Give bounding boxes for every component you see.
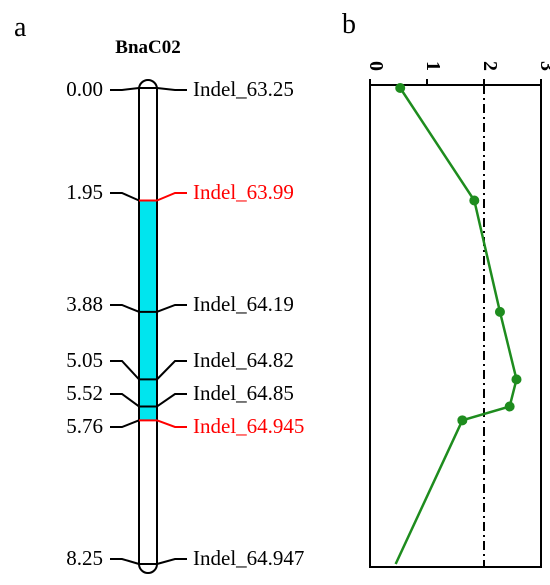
marker-left-tick	[110, 192, 140, 202]
lod-point	[494, 306, 505, 317]
marker-right-tick	[156, 558, 187, 565]
marker-left-tick	[110, 393, 140, 408]
marker-left-tick	[110, 87, 140, 91]
marker-left-tick	[110, 558, 140, 565]
marker-left-tick	[110, 360, 140, 381]
marker-name-label: Indel_64.945	[193, 414, 304, 438]
x-tick-label: 3	[536, 61, 550, 71]
marker-name-label: Indel_63.25	[193, 77, 294, 101]
marker-position-label: 5.52	[66, 381, 103, 405]
marker-position-label: 8.25	[66, 546, 103, 570]
chromosome-title: BnaC02	[115, 37, 180, 58]
lod-point	[457, 415, 468, 426]
lod-point	[469, 195, 480, 206]
marker-left-tick	[110, 304, 140, 313]
panel-label-b: b	[342, 9, 356, 40]
marker-name-label: Indel_63.99	[193, 180, 294, 204]
lod-point	[511, 374, 522, 385]
marker-right-tick	[156, 304, 187, 313]
marker-position-label: 1.95	[66, 180, 103, 204]
lod-point	[395, 83, 406, 93]
marker-name-label: Indel_64.82	[193, 348, 294, 372]
marker-name-label: Indel_64.19	[193, 292, 294, 316]
lod-profile-chart: 0 1 2 3	[365, 61, 550, 568]
marker-position-label: 0.00	[66, 77, 103, 101]
marker-position-label: 5.76	[66, 414, 103, 438]
x-tick-label: 1	[422, 61, 444, 71]
marker-position-label: 3.88	[66, 292, 103, 316]
x-tick-label: 2	[479, 61, 501, 71]
marker-position-label: 5.05	[66, 348, 103, 372]
marker-right-tick	[156, 360, 187, 381]
marker-right-tick	[156, 192, 187, 202]
marker-right-tick	[156, 393, 187, 408]
lod-line	[394, 87, 518, 565]
qtl-interval	[139, 200, 157, 421]
linkage-map: 0.00 Indel_63.25 1.95 Indel_63.99 3.88 Indel_…	[66, 77, 304, 574]
lod-point	[504, 401, 515, 412]
marker-name-label: Indel_64.947	[193, 546, 304, 570]
marker-right-tick	[156, 87, 187, 91]
plot-frame	[369, 84, 542, 568]
panel-label-a: a	[14, 12, 27, 43]
chromosome-bar	[138, 79, 158, 574]
x-tick-label: 0	[365, 61, 387, 71]
marker-right-tick	[156, 419, 187, 428]
marker-name-label: Indel_64.85	[193, 381, 294, 405]
marker-left-tick	[110, 419, 140, 428]
